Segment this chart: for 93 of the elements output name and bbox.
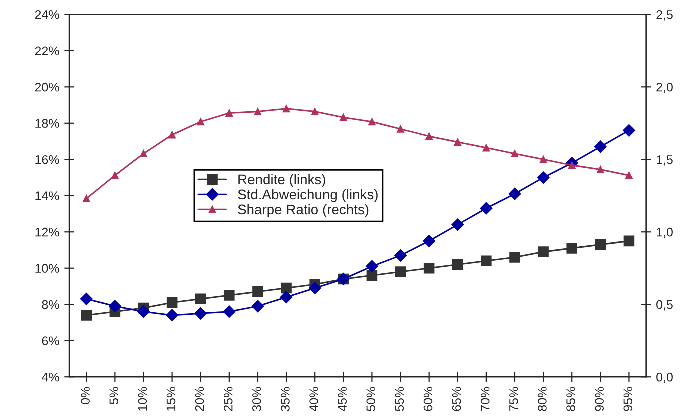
point [623, 124, 636, 137]
x-tick-label: 85% [566, 387, 576, 412]
x-tick-label: 65% [452, 387, 462, 412]
y2-tick-label: 0,5 [656, 300, 673, 311]
x-tick-label: 55% [395, 387, 404, 412]
point [452, 218, 464, 232]
x-tick-label: 95% [624, 387, 633, 412]
point [223, 306, 236, 318]
point [537, 172, 550, 184]
x-tick-label: 10% [138, 387, 148, 411]
legend-label: Rendite (links) [238, 174, 326, 188]
point [595, 239, 606, 250]
y-tick-label: 20% [35, 82, 60, 92]
point [394, 249, 407, 262]
x-tick-label: 20% [195, 387, 204, 412]
x-tick-label: 0% [81, 387, 90, 404]
point [311, 108, 319, 116]
point [308, 282, 322, 295]
point [282, 105, 290, 113]
y-tick-label: 22% [35, 46, 60, 56]
point [540, 156, 548, 164]
y2-tick-label: 2,0 [656, 82, 673, 94]
point [111, 172, 119, 180]
point [480, 202, 493, 215]
x-tick-label: 70% [480, 387, 490, 412]
point [280, 291, 293, 304]
point [252, 300, 264, 313]
x-tick-label: 80% [538, 387, 547, 412]
y2-tick-label: 0,0 [656, 372, 673, 384]
point [194, 307, 208, 320]
point [511, 150, 519, 158]
point [452, 259, 464, 270]
y-tick-label: 16% [36, 155, 60, 164]
x-tick-label: 75% [510, 387, 518, 412]
point [340, 114, 348, 122]
y-tick-label: 24% [35, 10, 60, 20]
point [166, 309, 179, 322]
point [566, 243, 578, 254]
point [395, 266, 406, 278]
point [166, 297, 178, 308]
point [424, 262, 435, 274]
point [596, 166, 604, 174]
point [426, 132, 434, 140]
point [197, 118, 205, 126]
point [366, 270, 378, 281]
y-tick-label: 4% [42, 372, 60, 382]
y2-tick-label: 2,5 [656, 10, 673, 21]
y-tick-label: 12% [36, 228, 60, 237]
point [224, 290, 235, 301]
x-tick-label: 30% [252, 387, 262, 412]
point [481, 256, 492, 266]
point [366, 260, 378, 273]
point [368, 118, 376, 126]
point [482, 144, 490, 152]
point [626, 172, 633, 180]
point [82, 195, 90, 202]
x-tick-label: 25% [224, 387, 233, 412]
point [454, 138, 462, 146]
x-tick-label: 50% [366, 387, 376, 412]
y-tick-label: 8% [42, 300, 60, 310]
x-tick-label: 60% [424, 387, 433, 412]
x-tick-label: 35% [281, 387, 290, 412]
point [397, 125, 404, 133]
point [281, 282, 292, 294]
x-tick-label: 15% [166, 387, 176, 411]
y2-tick-label: 1,0 [657, 228, 673, 238]
point [594, 140, 607, 154]
point [138, 306, 150, 318]
point [423, 234, 436, 248]
point [108, 300, 122, 313]
x-tick-label: 90% [595, 387, 604, 412]
x-tick-label: 45% [338, 387, 347, 412]
y-tick-label: 14% [36, 192, 60, 200]
y-tick-label: 6% [42, 336, 60, 346]
point [195, 294, 206, 305]
point [81, 310, 92, 321]
point [508, 188, 522, 200]
x-tick-label: 40% [310, 387, 318, 412]
legend-label: Std.Abweichung (links) [238, 189, 378, 202]
point [80, 292, 93, 306]
point [140, 150, 148, 158]
point [252, 286, 264, 298]
y-tick-label: 18% [36, 119, 60, 128]
point [538, 246, 549, 258]
point [226, 110, 234, 117]
legend-label: Sharpe Ratio (rechts) [238, 204, 369, 218]
y2-tick-label: 1,5 [657, 156, 673, 166]
point [168, 131, 176, 139]
point [624, 236, 635, 247]
point [254, 108, 262, 116]
y-tick-label: 10% [36, 264, 60, 274]
point [510, 252, 520, 263]
x-tick-label: 5% [110, 387, 119, 404]
